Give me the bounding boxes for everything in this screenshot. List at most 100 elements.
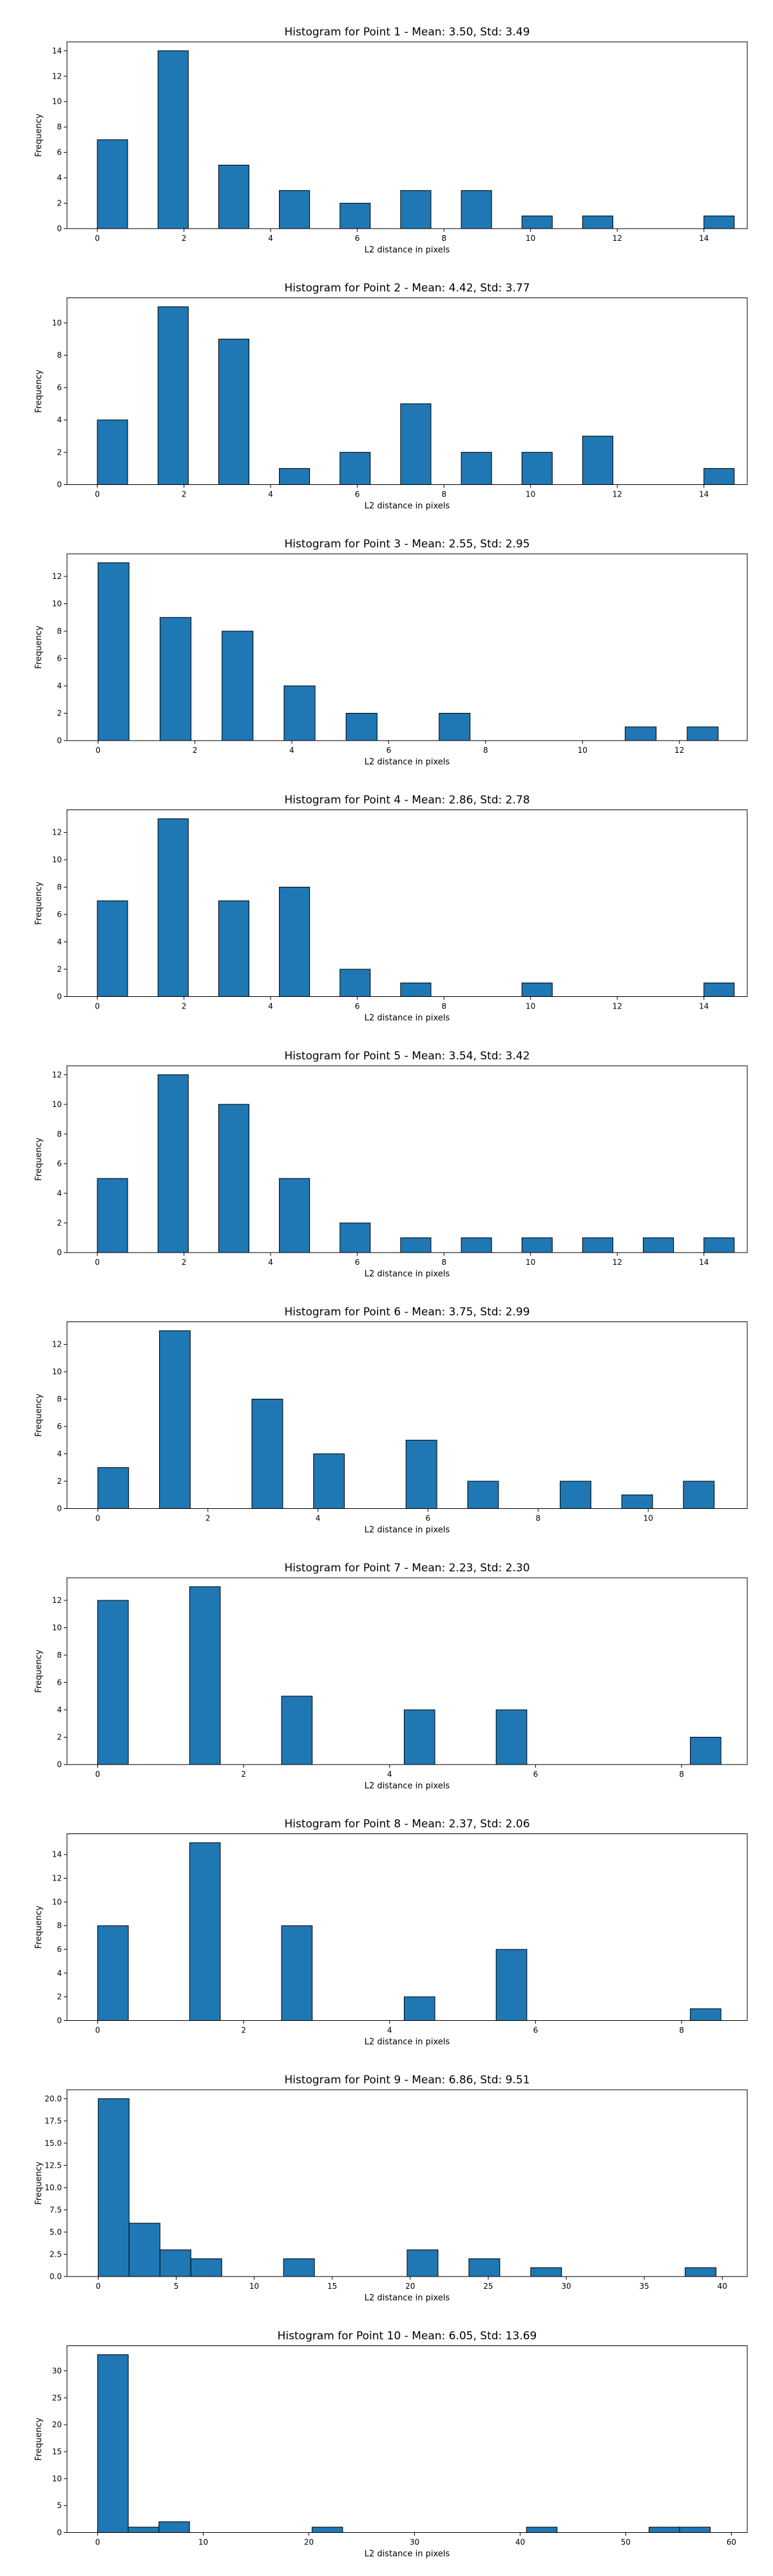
y-tick-label: 8 bbox=[57, 122, 62, 131]
y-tick-label: 25 bbox=[52, 2393, 62, 2402]
chart-title: Histogram for Point 1 - Mean: 3.50, Std:… bbox=[284, 26, 530, 39]
bars bbox=[97, 818, 735, 998]
x-tick-label: 2 bbox=[182, 234, 187, 243]
x-axis-label: L2 distance in pixels bbox=[365, 1014, 450, 1023]
axes-frame bbox=[66, 1065, 748, 1253]
x-tick-label: 2 bbox=[182, 1002, 187, 1011]
histogram-bar bbox=[703, 1237, 735, 1253]
y-tick-label: 30 bbox=[52, 2366, 62, 2375]
histogram-bar bbox=[582, 1237, 613, 1253]
histogram-bar bbox=[468, 2258, 501, 2277]
x-tick-label: 6 bbox=[426, 1514, 431, 1523]
histogram-bar bbox=[526, 2526, 558, 2533]
chart-title: Histogram for Point 8 - Mean: 2.37, Std:… bbox=[284, 1818, 530, 1831]
histogram-bar bbox=[521, 451, 553, 486]
x-tick-label: 30 bbox=[410, 2538, 419, 2547]
y-tick-label: 12 bbox=[52, 572, 62, 581]
histogram-bar bbox=[189, 1586, 221, 1765]
x-tick-label: 8 bbox=[483, 746, 488, 755]
y-tick-label: 12.5 bbox=[44, 2161, 62, 2170]
histogram-bar bbox=[311, 2526, 343, 2533]
x-axis-label: L2 distance in pixels bbox=[365, 502, 450, 511]
x-tick-label: 14 bbox=[699, 234, 709, 243]
histogram-bar bbox=[649, 2526, 680, 2533]
histogram-bar bbox=[405, 1439, 437, 1510]
histogram-bar bbox=[685, 2267, 717, 2277]
histogram-bar bbox=[283, 685, 316, 741]
x-tick-label: 6 bbox=[355, 490, 360, 499]
y-tick-label: 2 bbox=[57, 448, 62, 457]
x-tick-label: 10 bbox=[249, 2282, 259, 2291]
y-tick-label: 6 bbox=[57, 1945, 62, 1954]
histogram-bar bbox=[339, 451, 371, 486]
x-axis-label: L2 distance in pixels bbox=[365, 757, 450, 767]
x-tick-label: 10 bbox=[578, 746, 587, 755]
histogram-bar bbox=[97, 900, 128, 998]
x-tick-label: 8 bbox=[441, 234, 446, 243]
x-tick-label: 20 bbox=[405, 2282, 415, 2291]
bars bbox=[97, 306, 735, 486]
histogram-bar bbox=[222, 630, 254, 741]
x-tick-label: 60 bbox=[727, 2538, 736, 2547]
y-tick-label: 12 bbox=[52, 71, 62, 80]
histogram-bar bbox=[279, 190, 310, 229]
y-tick-label: 2 bbox=[57, 709, 62, 718]
bars bbox=[97, 50, 735, 229]
x-tick-label: 0 bbox=[95, 2026, 100, 2035]
x-tick-label: 8 bbox=[679, 2026, 684, 2035]
histogram-bar bbox=[281, 1925, 313, 2022]
x-tick-label: 30 bbox=[561, 2282, 571, 2291]
y-axis-label: Frequency bbox=[34, 625, 44, 668]
x-tick-label: 8 bbox=[536, 1514, 541, 1523]
y-tick-label: 10 bbox=[52, 1897, 62, 1906]
chart-title: Histogram for Point 3 - Mean: 2.55, Std:… bbox=[284, 538, 530, 551]
histogram-bar bbox=[406, 2249, 439, 2277]
x-tick-label: 2 bbox=[193, 746, 198, 755]
x-axis-label: L2 distance in pixels bbox=[365, 2550, 450, 2559]
x-tick-label: 25 bbox=[483, 2282, 493, 2291]
axes-frame bbox=[66, 553, 748, 741]
histogram-bar bbox=[97, 2098, 129, 2277]
x-tick-label: 0 bbox=[95, 234, 100, 243]
x-tick-label: 8 bbox=[441, 1258, 446, 1267]
axes-frame bbox=[66, 2345, 748, 2533]
histogram-bar bbox=[683, 1481, 715, 1510]
chart-title: Histogram for Point 6 - Mean: 3.75, Std:… bbox=[284, 1306, 530, 1319]
histogram-bar bbox=[643, 1237, 674, 1253]
chart-title: Histogram for Point 7 - Mean: 2.23, Std:… bbox=[284, 1562, 530, 1575]
y-tick-label: 10 bbox=[52, 1100, 62, 1109]
histogram-bar bbox=[339, 1222, 371, 1253]
y-axis-label: Frequency bbox=[34, 882, 44, 925]
histogram-bar bbox=[560, 1481, 591, 1510]
bars bbox=[97, 1330, 715, 1510]
y-tick-label: 2 bbox=[57, 1477, 62, 1486]
x-tick-label: 12 bbox=[613, 234, 622, 243]
x-tick-label: 15 bbox=[327, 2282, 337, 2291]
histogram-bar bbox=[128, 2526, 160, 2533]
y-tick-label: 10 bbox=[52, 318, 62, 327]
chart-title: Histogram for Point 9 - Mean: 6.86, Std:… bbox=[284, 2074, 530, 2087]
histogram-bar bbox=[97, 1600, 129, 1765]
x-tick-label: 2 bbox=[205, 1514, 211, 1523]
histogram-bar bbox=[97, 139, 128, 229]
x-tick-label: 0 bbox=[96, 2282, 101, 2291]
y-axis-label: Frequency bbox=[34, 1394, 44, 1437]
x-tick-label: 4 bbox=[387, 1770, 392, 1779]
histogram-bar bbox=[495, 1709, 528, 1765]
histogram-bar bbox=[283, 2258, 315, 2277]
histogram-bar bbox=[189, 1842, 221, 2022]
y-tick-label: 6 bbox=[57, 1678, 62, 1687]
x-axis-label: L2 distance in pixels bbox=[365, 2293, 450, 2303]
y-tick-label: 4 bbox=[57, 415, 62, 424]
x-axis-label: L2 distance in pixels bbox=[365, 245, 450, 255]
y-tick-label: 10 bbox=[52, 855, 62, 864]
x-tick-label: 4 bbox=[268, 1258, 273, 1267]
histogram-bar bbox=[521, 1237, 553, 1253]
y-tick-label: 4 bbox=[57, 173, 62, 182]
y-tick-label: 4 bbox=[57, 681, 62, 690]
histogram-bar bbox=[218, 900, 249, 998]
axes-frame bbox=[66, 1833, 748, 2021]
histogram-bar bbox=[495, 1949, 528, 2022]
histogram-bar bbox=[313, 1454, 345, 1509]
